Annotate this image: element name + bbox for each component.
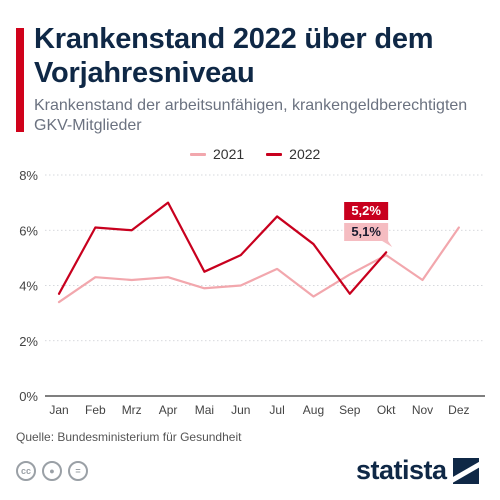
x-tick-label: Aug <box>303 403 324 417</box>
legend-swatch-2022 <box>266 152 283 156</box>
x-tick-label: Mai <box>195 403 214 417</box>
y-tick-label: 0% <box>19 389 38 404</box>
x-tick-label: Jul <box>269 403 284 417</box>
x-tick-label: Dez <box>448 403 469 417</box>
x-tick-label: Apr <box>159 403 178 417</box>
x-tick-label: Jun <box>231 403 250 417</box>
person-icon[interactable]: ● <box>42 461 62 481</box>
x-tick-label: Okt <box>377 403 396 417</box>
chart-subtitle: Krankenstand der arbeitsunfähigen, krank… <box>34 97 468 134</box>
x-tick-label: Feb <box>85 403 106 417</box>
annotation-box-2022 <box>344 202 389 220</box>
license-icons: cc ● = <box>16 461 88 481</box>
chart-title: Krankenstand 2022 über dem Vorjahresnive… <box>34 23 434 89</box>
legend-item-2022: 2022 <box>266 146 320 162</box>
annotation-label-2021: 5,1% <box>351 224 381 239</box>
brand-name: statista <box>356 455 447 485</box>
series-line-2021 <box>57 226 460 304</box>
chart-legend: 2021 2022 <box>190 146 320 162</box>
statista-mark-icon <box>452 457 479 484</box>
x-tick-label: Sep <box>339 403 361 417</box>
title-accent-bar <box>16 28 24 132</box>
legend-label-2021: 2021 <box>213 146 245 162</box>
legend-swatch-2021 <box>190 152 206 156</box>
y-tick-label: 8% <box>19 168 38 183</box>
legend-item-2021: 2021 <box>190 146 244 162</box>
legend-label-2022: 2022 <box>289 146 321 162</box>
equals-icon[interactable]: = <box>68 461 88 481</box>
statista-logo[interactable]: statista <box>356 455 479 486</box>
x-tick-label: Nov <box>412 403 433 417</box>
cc-icon[interactable]: cc <box>16 461 36 481</box>
x-tick-label: Mrz <box>122 403 142 417</box>
y-tick-label: 4% <box>19 279 38 294</box>
y-tick-label: 6% <box>19 223 38 238</box>
annotation-box-2021 <box>344 223 393 247</box>
annotation-label-2022: 5,2% <box>351 203 381 218</box>
source-note: Quelle: Bundesministerium für Gesundheit <box>16 430 242 444</box>
series-line-2022 <box>57 201 388 295</box>
x-tick-label: Jan <box>49 403 68 417</box>
y-tick-label: 2% <box>19 334 38 349</box>
